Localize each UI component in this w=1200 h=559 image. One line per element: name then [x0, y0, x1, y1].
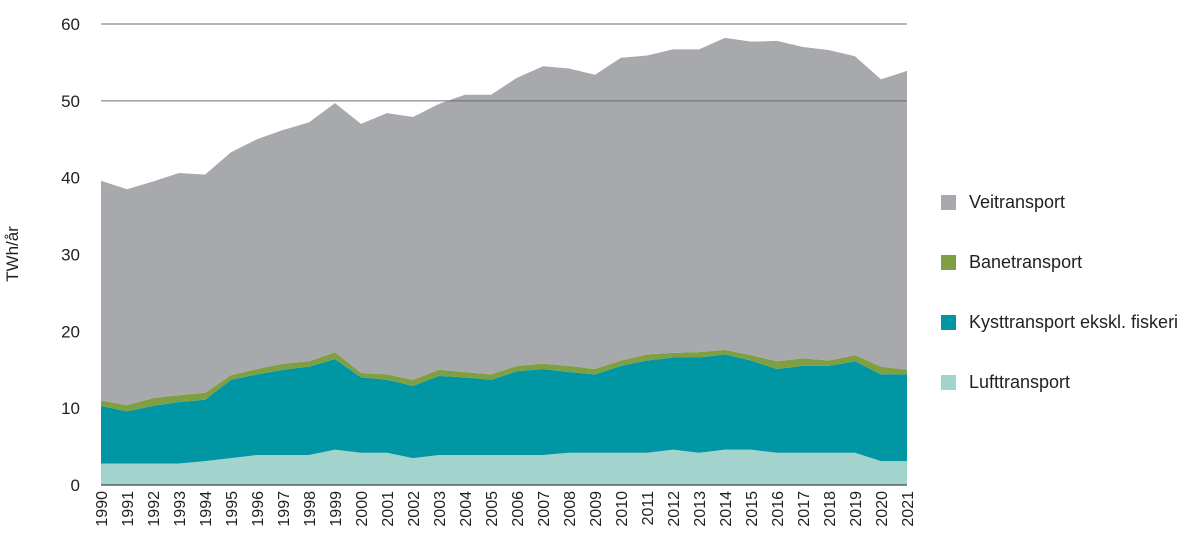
legend-label: Lufttransport [969, 371, 1071, 392]
x-tick-label: 2021 [900, 491, 917, 527]
y-tick-label: 30 [61, 246, 80, 265]
x-tick-label: 1995 [224, 491, 241, 527]
x-tick-label: 1997 [276, 491, 293, 527]
legend-label: Banetransport [969, 251, 1083, 272]
x-axis-ticks: 1990 1991 1992 1993 1994 1995 1996 1997 1998 1999… [94, 491, 917, 527]
area-series-2 [101, 349, 907, 412]
gridlines [101, 23, 907, 102]
legend-swatch [941, 314, 956, 330]
x-tick-label: 1994 [198, 491, 215, 527]
x-tick-label: 2001 [380, 491, 397, 527]
area-series-3 [101, 37, 907, 406]
legend-label: Veitransport [969, 191, 1066, 212]
legend-swatch [941, 194, 956, 210]
x-tick-label: 1993 [172, 491, 189, 527]
chart-areas [101, 37, 907, 485]
x-tick-label: 1998 [302, 491, 319, 527]
x-tick-label: 2003 [432, 491, 449, 527]
y-tick-label: 40 [61, 169, 80, 188]
x-tick-label: 2017 [796, 491, 813, 527]
x-tick-label: 2016 [770, 491, 787, 527]
x-tick-label: 2015 [744, 491, 761, 527]
x-tick-label: 2002 [406, 491, 423, 527]
x-tick-label: 2018 [822, 491, 839, 527]
x-tick-label: 1992 [146, 491, 163, 527]
x-tick-label: 1996 [250, 491, 267, 527]
x-tick-label: 1991 [120, 491, 137, 527]
y-tick-label: 0 [71, 476, 80, 495]
y-tick-label: 60 [61, 15, 80, 34]
y-tick-label: 50 [61, 92, 80, 111]
x-tick-label: 2000 [354, 491, 371, 527]
x-tick-label: 2019 [848, 491, 865, 527]
legend-swatch [941, 254, 956, 270]
x-tick-label: 2014 [718, 491, 735, 527]
x-tick-label: 2009 [588, 491, 605, 527]
legend-item: Lufttransport [941, 370, 1178, 394]
area-series-1 [101, 354, 907, 464]
x-tick-label: 2011 [640, 491, 657, 526]
x-tick-label: 2013 [692, 491, 709, 527]
x-tick-label: 2007 [536, 491, 553, 527]
legend-item: Kysttransport ekskl. fiskeri [941, 310, 1178, 334]
x-tick-label: 1999 [328, 491, 345, 527]
x-tick-label: 1990 [94, 491, 111, 527]
y-tick-label: 10 [61, 399, 80, 418]
x-tick-label: 2006 [510, 491, 527, 527]
x-tick-label: 2004 [458, 491, 475, 527]
legend-item: Banetransport [941, 250, 1178, 274]
legend-label: Kysttransport ekskl. fiskeri [969, 311, 1179, 332]
legend-swatch [941, 374, 956, 390]
y-axis-ticks: 0 10 20 30 40 50 60 [61, 15, 80, 495]
y-axis-label: TWh/år [3, 226, 22, 282]
x-tick-label: 2012 [666, 491, 683, 527]
x-tick-label: 2020 [874, 491, 891, 527]
y-tick-label: 20 [61, 322, 80, 341]
x-tick-label: 2008 [562, 491, 579, 527]
legend-item: Veitransport [941, 190, 1178, 214]
x-tick-label: 2010 [614, 491, 631, 527]
area-series-0 [101, 449, 907, 485]
legend: Veitransport Banetransport Kysttransport e… [941, 190, 1178, 430]
x-tick-label: 2005 [484, 491, 501, 527]
